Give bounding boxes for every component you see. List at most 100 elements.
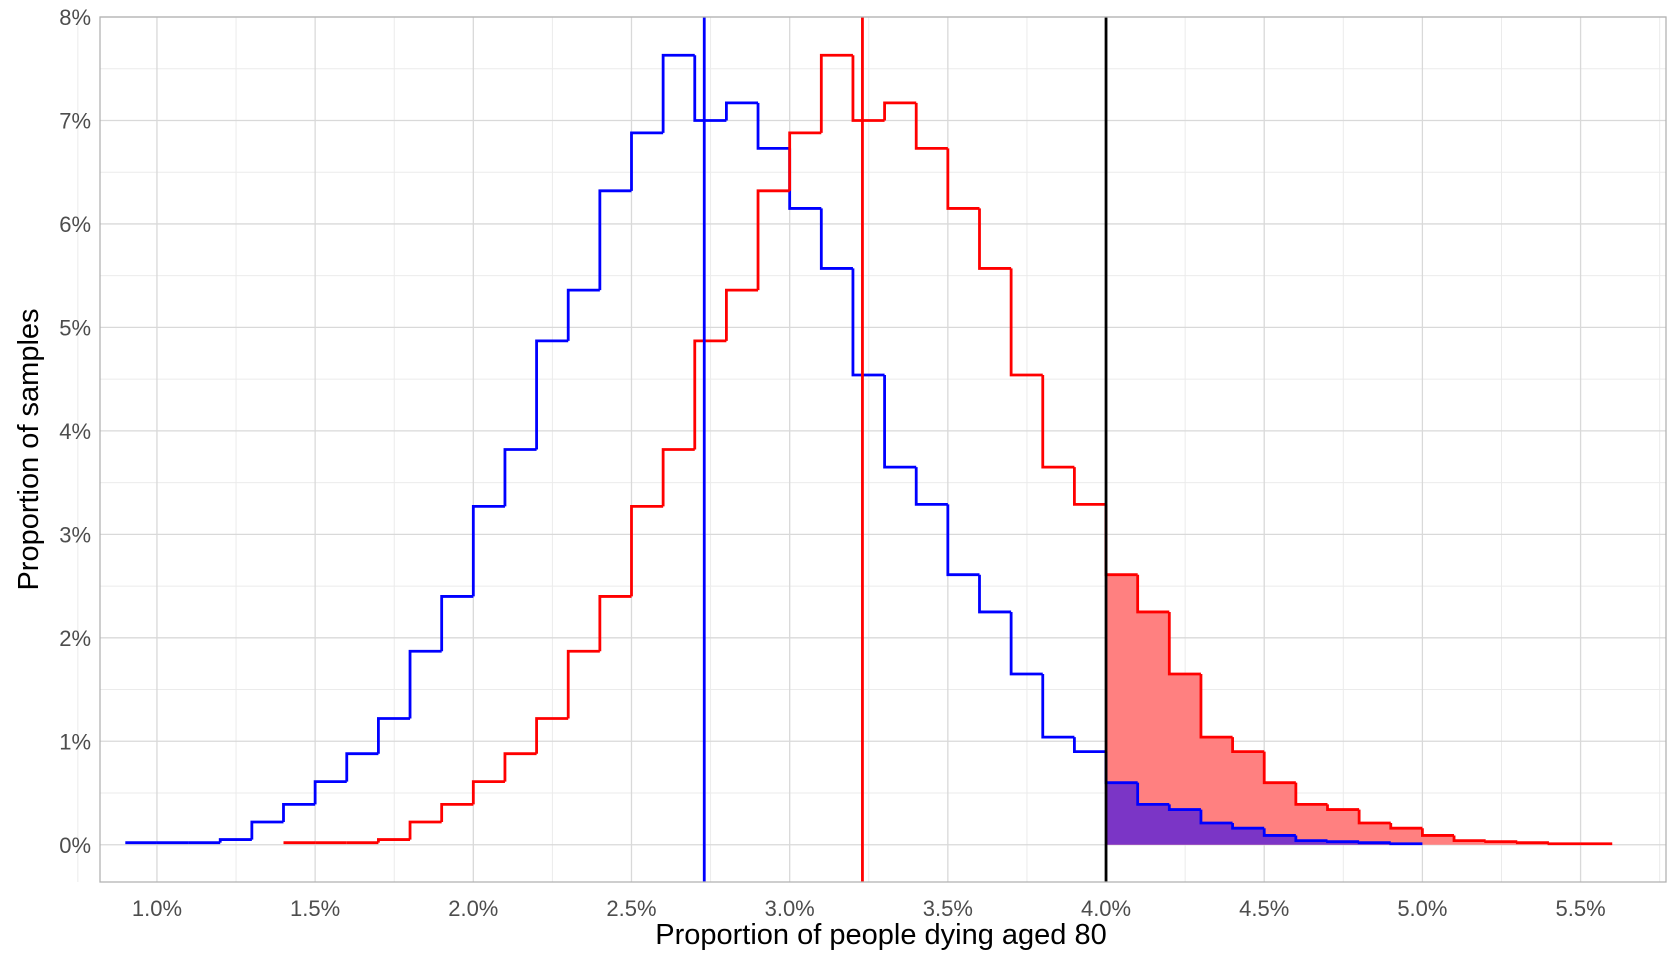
histogram-bin	[1357, 809, 1391, 825]
x-tick-label: 2.5%	[606, 896, 656, 921]
x-tick-label: 3.0%	[765, 896, 815, 921]
histogram-bin	[1389, 842, 1423, 846]
histogram-bin	[851, 268, 885, 377]
y-tick-label: 2%	[59, 626, 91, 651]
histogram-bin	[630, 505, 664, 597]
histogram-bin	[756, 189, 790, 291]
histogram-bin	[408, 649, 442, 719]
histogram-bin	[598, 189, 632, 291]
histogram-bin	[1231, 737, 1265, 754]
histogram-bin	[1073, 737, 1107, 754]
histogram-bin	[978, 574, 1012, 614]
x-axis-title: Proportion of people dying aged 80	[655, 919, 1106, 951]
histogram-bin	[1104, 504, 1138, 577]
histogram-bin	[1262, 828, 1296, 837]
histogram-bin	[946, 504, 980, 577]
x-tick-label: 2.0%	[448, 896, 498, 921]
y-tick-label: 4%	[59, 419, 91, 444]
y-tick-label: 6%	[59, 212, 91, 237]
histogram-bin	[630, 131, 664, 191]
histogram-bin	[661, 53, 695, 133]
histogram-bin	[914, 102, 948, 150]
panel-border	[99, 16, 1667, 883]
histogram-bin	[598, 595, 632, 652]
histogram-bin	[440, 802, 474, 822]
histogram-bin	[313, 780, 347, 805]
histogram-bin	[1389, 823, 1423, 830]
histogram-bin	[1199, 674, 1233, 739]
histogram-bin	[756, 102, 790, 150]
histogram-bin	[788, 148, 822, 210]
histogram-bin	[408, 820, 442, 840]
tail-shading	[1106, 574, 1613, 845]
histogram-bin	[377, 838, 411, 843]
histogram-bin	[1231, 823, 1265, 830]
histogram-bin	[1262, 751, 1296, 785]
histogram-bin	[819, 208, 853, 270]
overlap-tail-fill	[1106, 782, 1423, 845]
histogram-bin	[851, 55, 885, 122]
grid	[77, 16, 1666, 882]
histogram-bin	[535, 339, 569, 450]
histogram-bin	[1547, 842, 1581, 846]
x-tick-label: 3.5%	[923, 896, 973, 921]
histogram-bin	[819, 53, 853, 133]
histogram-bin	[725, 101, 759, 121]
histogram-bin	[946, 148, 980, 210]
x-tick-label: 5.0%	[1397, 896, 1447, 921]
histogram-bin	[883, 101, 917, 121]
histogram-bin	[282, 802, 316, 822]
histogram-bin	[788, 131, 822, 191]
histogram-bin	[566, 649, 600, 719]
blue-histogram	[125, 53, 1423, 846]
histogram-bin	[883, 375, 917, 469]
histogram-bin	[1452, 835, 1486, 843]
histogram-bin	[1421, 828, 1455, 837]
histogram-bin	[661, 448, 695, 507]
x-tick-label: 4.0%	[1081, 896, 1131, 921]
y-tick-label: 0%	[59, 833, 91, 858]
histogram-bin	[1167, 804, 1201, 811]
histogram-bin	[250, 820, 284, 840]
histogram-bin	[218, 838, 252, 843]
histogram-bin	[535, 717, 569, 754]
red-tail-fill	[1106, 574, 1613, 845]
y-tick-label: 3%	[59, 522, 91, 547]
histogram-bin	[345, 752, 379, 782]
histogram-series	[125, 53, 1613, 846]
x-tick-label: 1.0%	[132, 896, 182, 921]
histogram-bin	[1073, 467, 1107, 506]
y-tick-label: 5%	[59, 315, 91, 340]
histogram-bin	[914, 467, 948, 506]
histogram-bin	[1009, 268, 1043, 377]
histogram-bin	[440, 595, 474, 652]
histogram-bin	[471, 780, 505, 805]
histogram-bin	[1294, 835, 1328, 843]
histogram-bin	[1326, 804, 1360, 811]
x-tick-label: 1.5%	[290, 896, 340, 921]
y-tick-label: 7%	[59, 108, 91, 133]
histogram-bin	[1326, 840, 1360, 844]
histogram-bin	[693, 339, 727, 450]
x-tick-label: 4.5%	[1239, 896, 1289, 921]
histogram-bin	[1484, 840, 1518, 844]
y-tick-label: 8%	[59, 5, 91, 30]
histogram-bin	[1136, 782, 1170, 806]
histogram-bin	[471, 505, 505, 597]
histogram-bin	[978, 208, 1012, 270]
histogram-bin	[1357, 841, 1391, 845]
histogram-bin	[1199, 809, 1233, 825]
histogram-bin	[566, 288, 600, 341]
reference-lines	[702, 17, 1108, 882]
histogram-bin	[725, 288, 759, 341]
red-histogram	[283, 53, 1613, 846]
histogram-bin	[693, 55, 727, 122]
histogram-bin	[503, 752, 537, 782]
histogram-bin	[1009, 611, 1043, 676]
histogram-bin	[1294, 782, 1328, 806]
histogram-bin	[1515, 841, 1549, 845]
y-tick-label: 1%	[59, 729, 91, 754]
histogram-bin	[503, 448, 537, 507]
histogram-bin	[1136, 574, 1170, 614]
